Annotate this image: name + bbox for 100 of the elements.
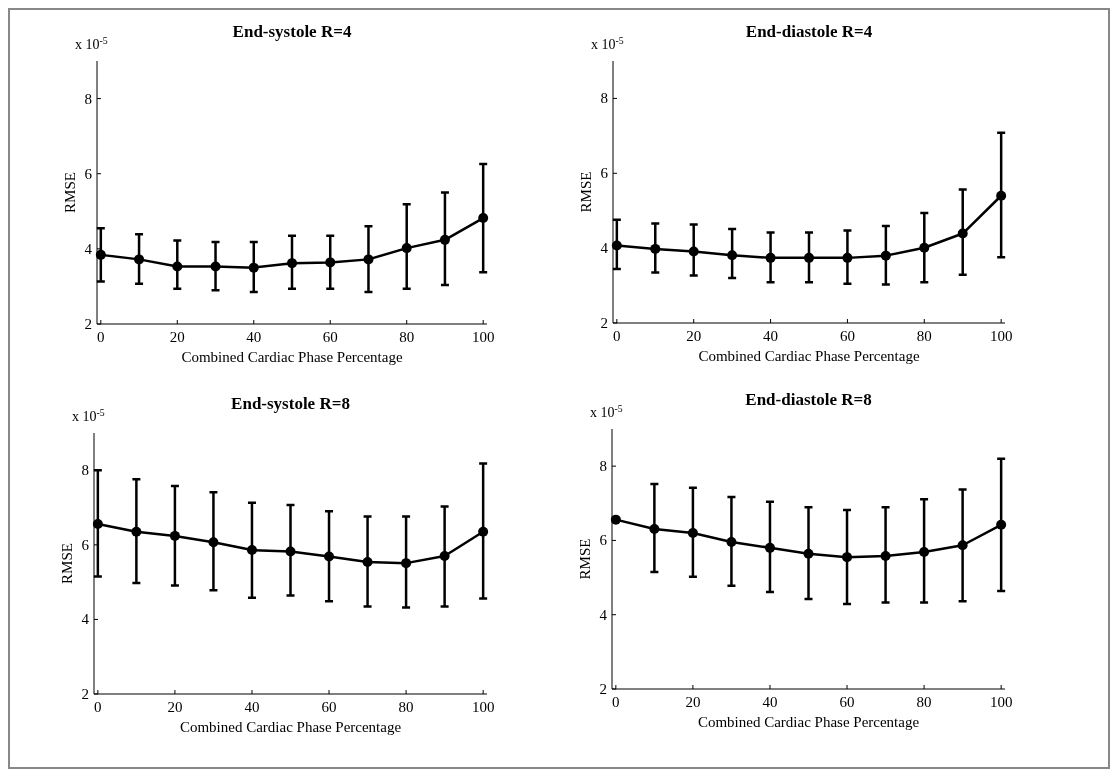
y-tick-label: 4 (84, 240, 93, 257)
point (363, 254, 374, 265)
y-tick-label: 8 (81, 462, 89, 479)
point (803, 548, 814, 559)
x-tick-label: 20 (167, 699, 183, 715)
x-tick-label: 0 (613, 328, 621, 344)
text: x 10$^{-5}$ (590, 402, 623, 420)
point (401, 558, 412, 569)
y-tick-label: 6 (599, 532, 608, 549)
point (649, 523, 660, 534)
x-axis-title: Combined Cardiac Phase Percentage (697, 714, 920, 730)
point (919, 546, 930, 557)
x-tick-label: 100 (989, 694, 1013, 710)
x-axis-title: Combined Cardiac Phase Percentage (698, 348, 920, 364)
x-tick-label: 0 (97, 329, 105, 345)
x-tick-label: 80 (916, 694, 932, 710)
x-tick-label: 100 (471, 329, 495, 345)
y-axis-title: RMSE (59, 543, 75, 584)
point (765, 252, 776, 263)
point (208, 537, 219, 548)
chart-title: End-systole R=8 (231, 394, 350, 413)
point (688, 246, 699, 257)
point (246, 545, 257, 556)
point (611, 240, 622, 251)
point (764, 542, 775, 553)
point (957, 540, 968, 551)
point (248, 262, 259, 273)
point (439, 551, 450, 562)
point (804, 252, 814, 263)
point (324, 551, 335, 562)
point (285, 546, 296, 557)
y-axis-title: RMSE (577, 538, 593, 580)
point (169, 530, 180, 541)
x-tick-label: 100 (989, 328, 1013, 344)
y-tick-label: 4 (600, 240, 609, 257)
point (362, 557, 373, 568)
point (610, 514, 621, 525)
y-tick-label: 6 (84, 165, 93, 182)
x-axis-title: Combined Cardiac Phase Percentage (179, 719, 402, 735)
x-tick-label: 100 (471, 699, 495, 715)
point (880, 551, 891, 562)
point (957, 228, 968, 239)
x-tick-label: 40 (762, 694, 778, 710)
y-tick-label: 4 (81, 611, 90, 628)
x-axis-title: Combined Cardiac Phase Percentage (181, 349, 403, 365)
y-tick-label: 8 (600, 90, 608, 107)
y-axis-title: RMSE (578, 171, 594, 213)
x-tick-label: 20 (169, 329, 185, 345)
x-tick-label: 60 (321, 699, 337, 715)
y-tick-label: 6 (600, 165, 609, 182)
x-tick-label: 0 (612, 694, 620, 710)
x-tick-label: 40 (763, 328, 779, 344)
x-tick-label: 20 (686, 328, 702, 344)
y-axis-title: RMSE (62, 172, 78, 213)
y-tick-label: 2 (81, 686, 89, 702)
text: x 10$^{-5}$ (75, 34, 108, 52)
chart-title: End-systole R=4 (232, 22, 352, 41)
point (325, 257, 336, 268)
point (687, 528, 698, 538)
point (726, 536, 737, 547)
point (842, 252, 853, 263)
point (650, 243, 661, 254)
x-tick-label: 20 (685, 694, 701, 710)
point (210, 261, 221, 272)
y-tick-label: 6 (81, 536, 90, 553)
point (172, 261, 183, 272)
x-tick-label: 80 (916, 328, 932, 344)
point (95, 249, 106, 260)
y-tick-label: 2 (600, 315, 608, 331)
x-tick-label: 80 (398, 699, 414, 715)
chart-title: End-diastole R=4 (745, 22, 873, 41)
point (919, 242, 930, 253)
point (880, 250, 891, 261)
x-tick-label: 40 (244, 699, 260, 715)
x-tick-label: 60 (322, 329, 338, 345)
point (996, 519, 1007, 530)
x-tick-label: 60 (839, 694, 855, 710)
point (439, 234, 450, 245)
point (727, 250, 738, 261)
point (478, 213, 489, 224)
y-tick-label: 8 (599, 458, 607, 475)
y-tick-label: 8 (84, 90, 92, 107)
y-tick-label: 2 (599, 681, 607, 697)
point (131, 526, 142, 537)
point (287, 258, 297, 269)
x-tick-label: 60 (839, 328, 855, 344)
point (996, 190, 1007, 201)
text: x 10$^{-5}$ (591, 34, 624, 52)
y-tick-label: 4 (599, 606, 608, 623)
x-tick-label: 40 (246, 329, 262, 345)
x-tick-label: 0 (94, 699, 102, 715)
point (842, 552, 853, 563)
y-tick-label: 2 (84, 316, 92, 332)
point (134, 254, 145, 265)
chart-title: End-diastole R=8 (745, 390, 872, 409)
point (478, 526, 489, 537)
point (92, 518, 103, 529)
point (401, 243, 412, 254)
text: x 10$^{-5}$ (72, 406, 105, 424)
x-tick-label: 80 (399, 329, 415, 345)
